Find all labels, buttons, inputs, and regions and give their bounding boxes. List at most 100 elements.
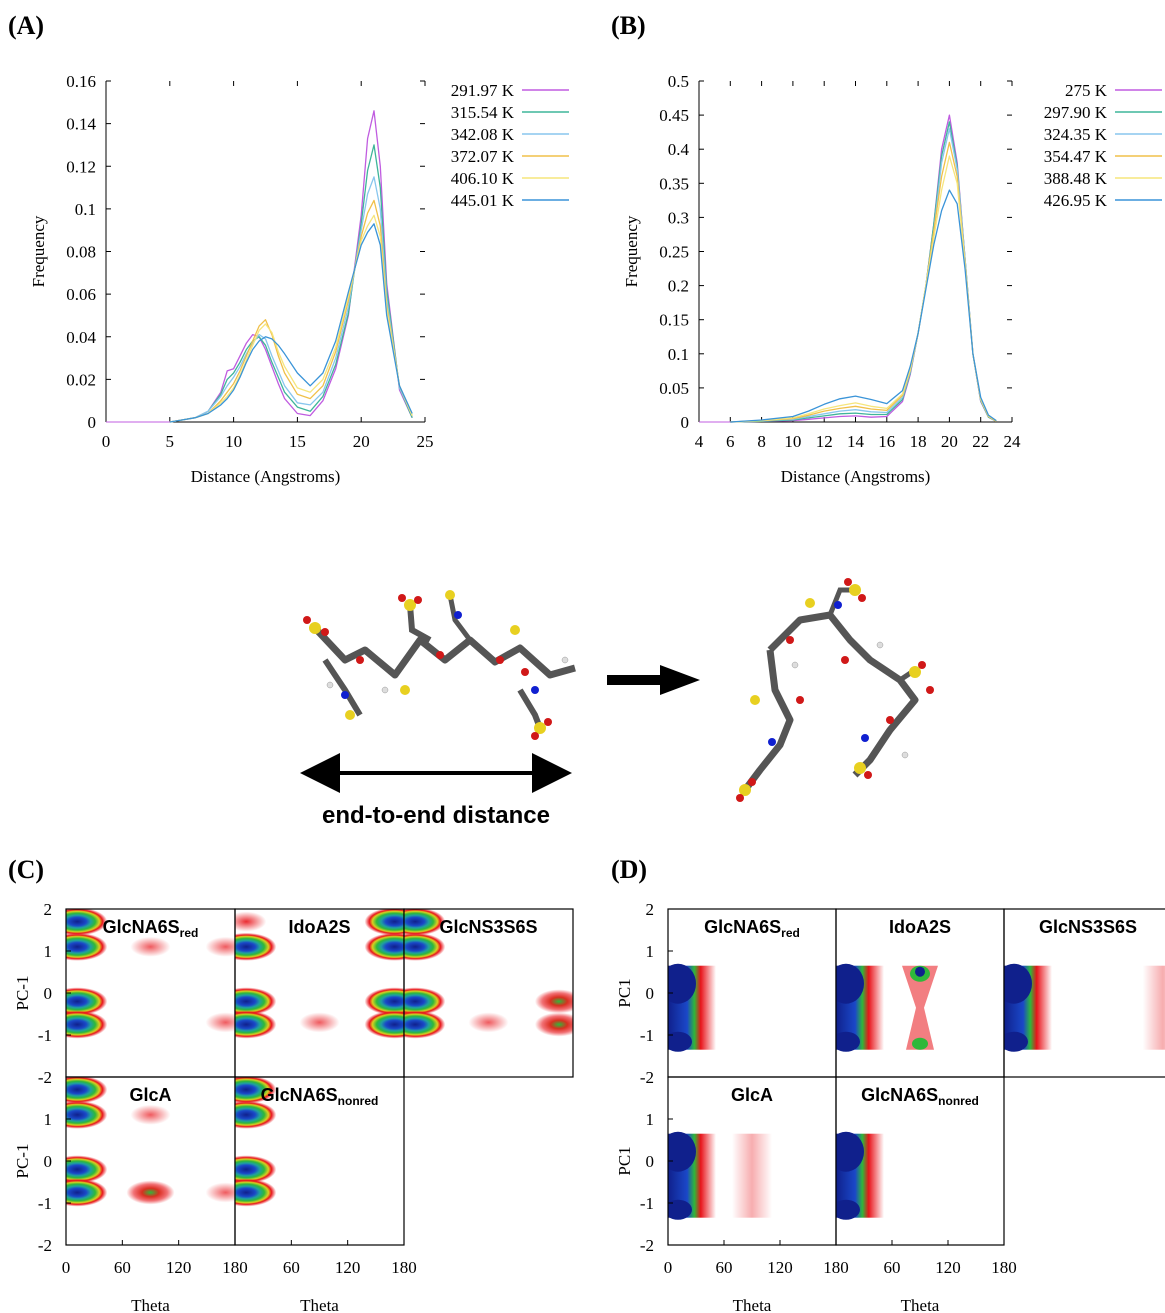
y-axis-label: Frequency: [29, 215, 48, 287]
folded-molecule-icon: [736, 578, 934, 802]
subplot: GlcNA6Sred: [667, 908, 837, 1078]
density-layer: [404, 909, 573, 1039]
y-tick-label: 0.12: [66, 157, 96, 176]
y-tick-label: 0: [44, 984, 53, 1003]
y-tick-label: 0.45: [659, 106, 689, 125]
y-tick-label: 0: [44, 1152, 53, 1171]
subplot-title: GlcNA6Sred: [103, 917, 199, 940]
series-line: [169, 214, 413, 423]
subplot: GlcNS3S6S: [403, 908, 574, 1078]
density-hourglass: [902, 965, 938, 1050]
y-tick-label: 0.2: [668, 277, 689, 296]
density-layer: [1004, 963, 1165, 1052]
series-line: [730, 141, 997, 423]
x-axis-label: Theta: [733, 1296, 772, 1313]
legend-label: 342.08 K: [451, 125, 515, 144]
panel-label-d: (D): [611, 855, 647, 884]
density-blob: [130, 936, 171, 957]
density-band: [732, 1133, 772, 1218]
density-layer: [235, 909, 404, 1039]
legend-label: 275 K: [1065, 81, 1108, 100]
x-axis-label: Theta: [901, 1296, 940, 1313]
density-core: [668, 963, 696, 1004]
legend-label: 372.07 K: [451, 147, 515, 166]
density-blob: [66, 987, 108, 1016]
x-tick-label: 0: [62, 1258, 71, 1277]
subplot: GlcNA6Snonred: [835, 1076, 1005, 1246]
y-tick-label: 0.25: [659, 243, 689, 262]
y-tick-label: 0.14: [66, 115, 96, 134]
x-tick-label: 15: [289, 432, 306, 451]
series-line: [169, 110, 413, 423]
density-blob: [130, 1104, 171, 1125]
y-tick-label: 1: [44, 1110, 53, 1129]
y-tick-label: 0.08: [66, 243, 96, 262]
x-tick-label: 18: [910, 432, 927, 451]
legend-label: 324.35 K: [1044, 125, 1108, 144]
subplot-title: GlcNA6Sred: [704, 917, 800, 940]
subplot-title-subscript: red: [180, 926, 199, 940]
x-tick-label: 60: [114, 1258, 131, 1277]
density-blob: [66, 1100, 108, 1129]
subplot: GlcA: [65, 1076, 236, 1246]
series-line: [169, 176, 413, 423]
density-blob: [66, 932, 108, 961]
density-blob: [364, 987, 404, 1016]
extended-molecule-icon: [303, 590, 576, 740]
y-axis-label: Frequency: [622, 215, 641, 287]
panel-label-b: (B): [611, 11, 646, 40]
y-axis-label: PC1: [615, 978, 634, 1007]
chart-d: GlcNA6Sred IdoA2S GlcNS3S6S GlcA GlcNA6Snonr…: [615, 900, 1165, 1313]
x-axis-label: Theta: [131, 1296, 170, 1313]
density-blob: [126, 1180, 175, 1205]
density-blob: [468, 1012, 509, 1033]
arrow-label: end-to-end distance: [322, 802, 550, 829]
y-tick-label: 1: [646, 942, 655, 961]
density-core: [668, 1031, 692, 1052]
y-tick-label: 0.4: [668, 140, 690, 159]
y-tick-label: 0: [646, 984, 655, 1003]
density-blob: [404, 932, 446, 961]
subplot-title: GlcNS3S6S: [439, 917, 537, 937]
subplot: GlcNS3S6S: [1003, 908, 1165, 1078]
y-tick-label: 0: [681, 413, 690, 432]
x-axis-label: Theta: [300, 1296, 339, 1313]
x-tick-label: 12: [816, 432, 833, 451]
density-layer: [66, 1077, 235, 1207]
chart-c: GlcNA6Sred IdoA2S GlcNS3S6S GlcA GlcNA6Snonr…: [13, 900, 574, 1313]
density-blob: [66, 909, 108, 936]
density-core: [836, 1131, 864, 1172]
y-tick-label: 0.35: [659, 174, 689, 193]
y-tick-label: -2: [640, 1236, 654, 1255]
series-line: [169, 144, 413, 423]
subplot-title: GlcNA6Snonred: [261, 1085, 379, 1108]
series-line: [169, 223, 413, 423]
x-tick-label: 14: [847, 432, 865, 451]
x-tick-label: 25: [417, 432, 434, 451]
transition-arrow-icon: [607, 665, 700, 695]
density-blob: [235, 911, 267, 932]
x-tick-label: 120: [767, 1258, 793, 1277]
density-blob: [534, 1012, 573, 1037]
density-blob: [404, 1010, 446, 1039]
y-tick-label: 0: [88, 413, 97, 432]
legend-label: 291.97 K: [451, 81, 515, 100]
subplot-frame: [1003, 908, 1165, 1078]
subplot-title: IdoA2S: [889, 917, 951, 937]
subplot-frame: [403, 908, 574, 1078]
legend-label: 315.54 K: [451, 103, 515, 122]
x-tick-label: 180: [991, 1258, 1017, 1277]
x-tick-label: 8: [757, 432, 766, 451]
x-tick-label: 60: [716, 1258, 733, 1277]
y-tick-label: 0.1: [668, 345, 689, 364]
subplot-frame: [835, 1076, 1005, 1246]
series-line: [730, 189, 997, 423]
density-blob: [205, 936, 235, 957]
y-axis-label: PC-1: [13, 976, 32, 1011]
legend-label: 426.95 K: [1044, 191, 1108, 210]
x-tick-label: 6: [726, 432, 735, 451]
series-line: [169, 199, 413, 423]
density-blob: [235, 987, 277, 1016]
density-layer: [235, 1077, 277, 1207]
